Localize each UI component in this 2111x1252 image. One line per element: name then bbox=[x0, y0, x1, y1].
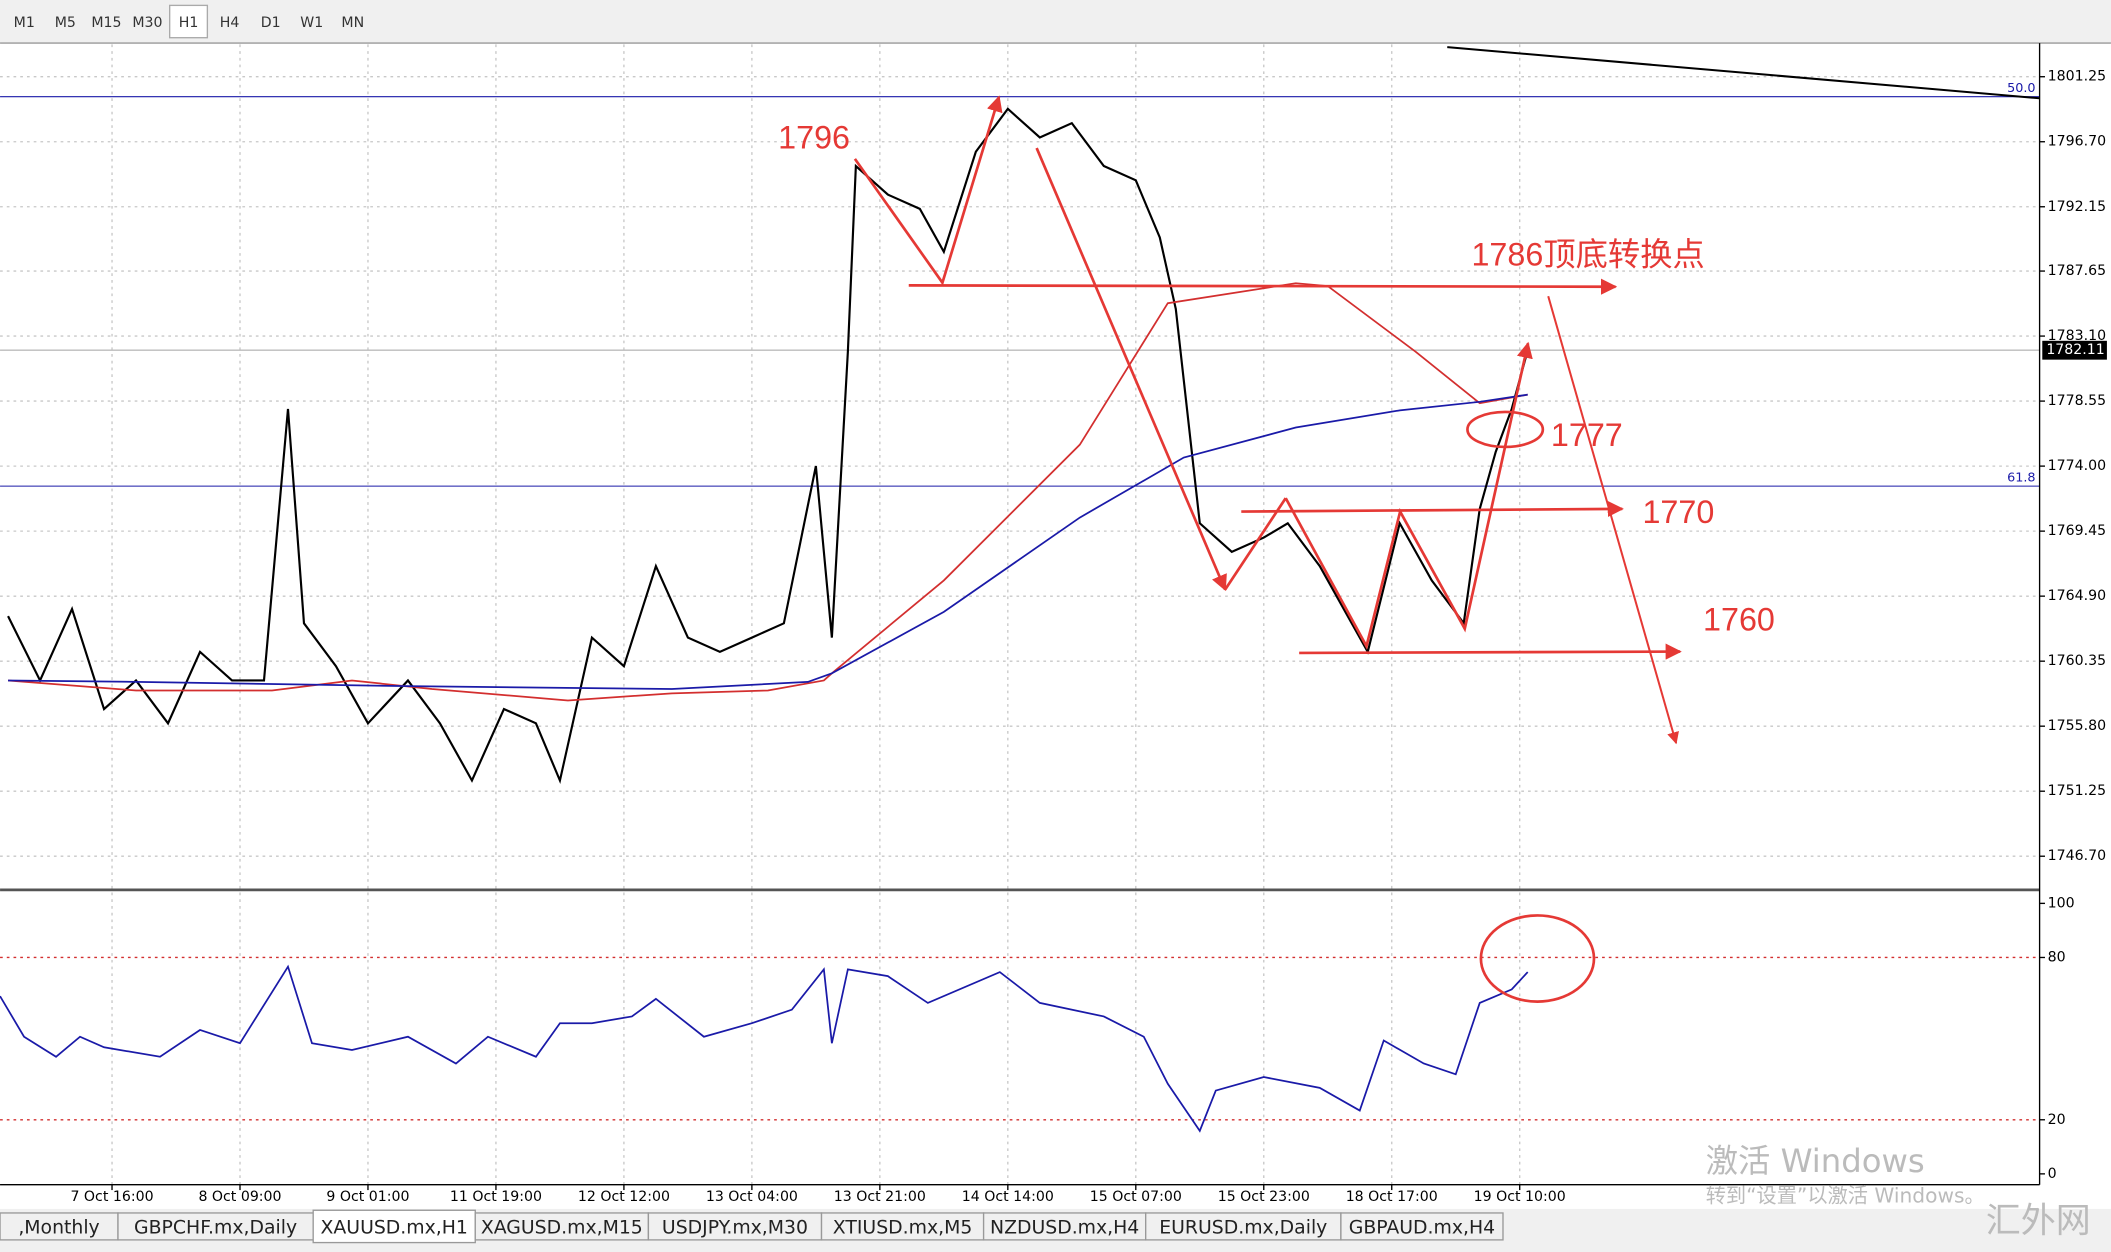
timeframe-button[interactable]: H4 bbox=[220, 15, 240, 31]
timeframe-button[interactable]: M5 bbox=[55, 15, 76, 31]
tab-label[interactable]: EURUSD.mx,Daily bbox=[1159, 1217, 1327, 1238]
timeframe-button[interactable]: M30 bbox=[132, 15, 162, 31]
tab[interactable] bbox=[820, 1212, 985, 1241]
x-tick-label: 19 Oct 10:00 bbox=[1474, 1189, 1566, 1205]
timeframe-button[interactable]: W1 bbox=[300, 15, 323, 31]
timeframe-button[interactable]: M15 bbox=[91, 15, 121, 31]
tab-label[interactable]: NZDUSD.mx,H4 bbox=[990, 1217, 1139, 1238]
timeframe-button[interactable]: M1 bbox=[14, 15, 35, 31]
x-tick-label: 12 Oct 12:00 bbox=[578, 1189, 670, 1205]
timeframe-active bbox=[169, 4, 209, 39]
x-tick-label: 18 Oct 17:00 bbox=[1346, 1189, 1438, 1205]
annotation: 1770 bbox=[1642, 494, 1714, 530]
x-tick-label: 15 Oct 23:00 bbox=[1218, 1189, 1310, 1205]
tab[interactable] bbox=[1145, 1212, 1342, 1241]
timeframe-button[interactable]: MN bbox=[341, 15, 364, 31]
series-line bbox=[0, 964, 1529, 1133]
tab[interactable] bbox=[474, 1212, 650, 1241]
series-line bbox=[8, 393, 1528, 690]
watermark: 激活 Windows bbox=[1706, 1142, 1925, 1180]
y-tick-label: 1760.35 bbox=[2048, 653, 2106, 669]
tab-active[interactable] bbox=[312, 1209, 476, 1244]
tab[interactable] bbox=[982, 1212, 1147, 1241]
x-tick-label: 13 Oct 04:00 bbox=[706, 1189, 798, 1205]
y-tick-label: 1751.25 bbox=[2048, 783, 2106, 799]
tab-label[interactable]: ,Monthly bbox=[18, 1217, 99, 1238]
last-price-box bbox=[2042, 340, 2107, 360]
tab-label[interactable]: XTIUSD.mx,M5 bbox=[833, 1217, 973, 1238]
tab-label[interactable]: GBPCHF.mx,Daily bbox=[134, 1217, 297, 1238]
annotation: 1796 bbox=[778, 120, 850, 156]
watermark-brand: 汇外网 bbox=[1986, 1201, 2091, 1241]
annotation: 1786顶底转换点 bbox=[1471, 237, 1704, 273]
x-tick-label: 8 Oct 09:00 bbox=[198, 1189, 281, 1205]
fib-label: 61.8 bbox=[2007, 471, 2035, 486]
y-tick-label: 1769.45 bbox=[2048, 523, 2106, 539]
y-tick-label: 0 bbox=[2048, 1166, 2057, 1182]
tab-label[interactable]: XAUUSD.mx,H1 bbox=[321, 1217, 468, 1238]
drawings bbox=[853, 95, 1682, 1003]
tab[interactable] bbox=[117, 1212, 314, 1241]
series-line bbox=[7, 282, 1528, 702]
annotation: 1760 bbox=[1703, 601, 1775, 637]
annotation: 1777 bbox=[1551, 417, 1623, 453]
timeframe-button[interactable]: D1 bbox=[261, 15, 281, 31]
y-tick-label: 1801.25 bbox=[2048, 69, 2106, 85]
y-tick-label: 1783.10 bbox=[2048, 328, 2106, 344]
y-tick-label: 20 bbox=[2048, 1112, 2066, 1128]
x-tick-label: 15 Oct 07:00 bbox=[1090, 1189, 1182, 1205]
y-tick-label: 100 bbox=[2048, 895, 2075, 911]
y-tick-label: 1796.70 bbox=[2048, 134, 2106, 150]
y-tick-label: 1746.70 bbox=[2048, 848, 2106, 864]
tab-label[interactable]: XAGUSD.mx,M15 bbox=[481, 1217, 643, 1238]
tab-label[interactable]: USDJPY.mx,M30 bbox=[662, 1217, 808, 1238]
tab-label[interactable]: GBPAUD.mx,H4 bbox=[1349, 1217, 1495, 1238]
y-tick-label: 1778.55 bbox=[2048, 393, 2106, 409]
y-tick-label: 1764.90 bbox=[2048, 588, 2106, 604]
trendline bbox=[1447, 46, 2040, 100]
last-price-label: 1782.11 bbox=[2046, 342, 2104, 358]
fib-label: 50.0 bbox=[2007, 81, 2035, 96]
watermark: 转到“设置”以激活 Windows。 bbox=[1706, 1183, 1985, 1207]
x-tick-label: 7 Oct 16:00 bbox=[70, 1189, 153, 1205]
timeframe-button[interactable]: H1 bbox=[179, 15, 199, 31]
y-tick-label: 1792.15 bbox=[2048, 199, 2106, 215]
x-tick-label: 14 Oct 14:00 bbox=[962, 1189, 1054, 1205]
y-tick-label: 1787.65 bbox=[2048, 263, 2106, 279]
y-tick-label: 80 bbox=[2048, 949, 2066, 965]
x-tick-label: 13 Oct 21:00 bbox=[834, 1189, 926, 1205]
series-line bbox=[7, 107, 1529, 785]
tab[interactable] bbox=[647, 1212, 823, 1241]
y-tick-label: 1755.80 bbox=[2048, 718, 2106, 734]
toolbar bbox=[0, 0, 2111, 44]
x-tick-label: 11 Oct 19:00 bbox=[450, 1189, 542, 1205]
tab[interactable] bbox=[1340, 1212, 1504, 1241]
x-tick-label: 9 Oct 01:00 bbox=[326, 1189, 409, 1205]
y-tick-label: 1774.00 bbox=[2048, 458, 2106, 474]
